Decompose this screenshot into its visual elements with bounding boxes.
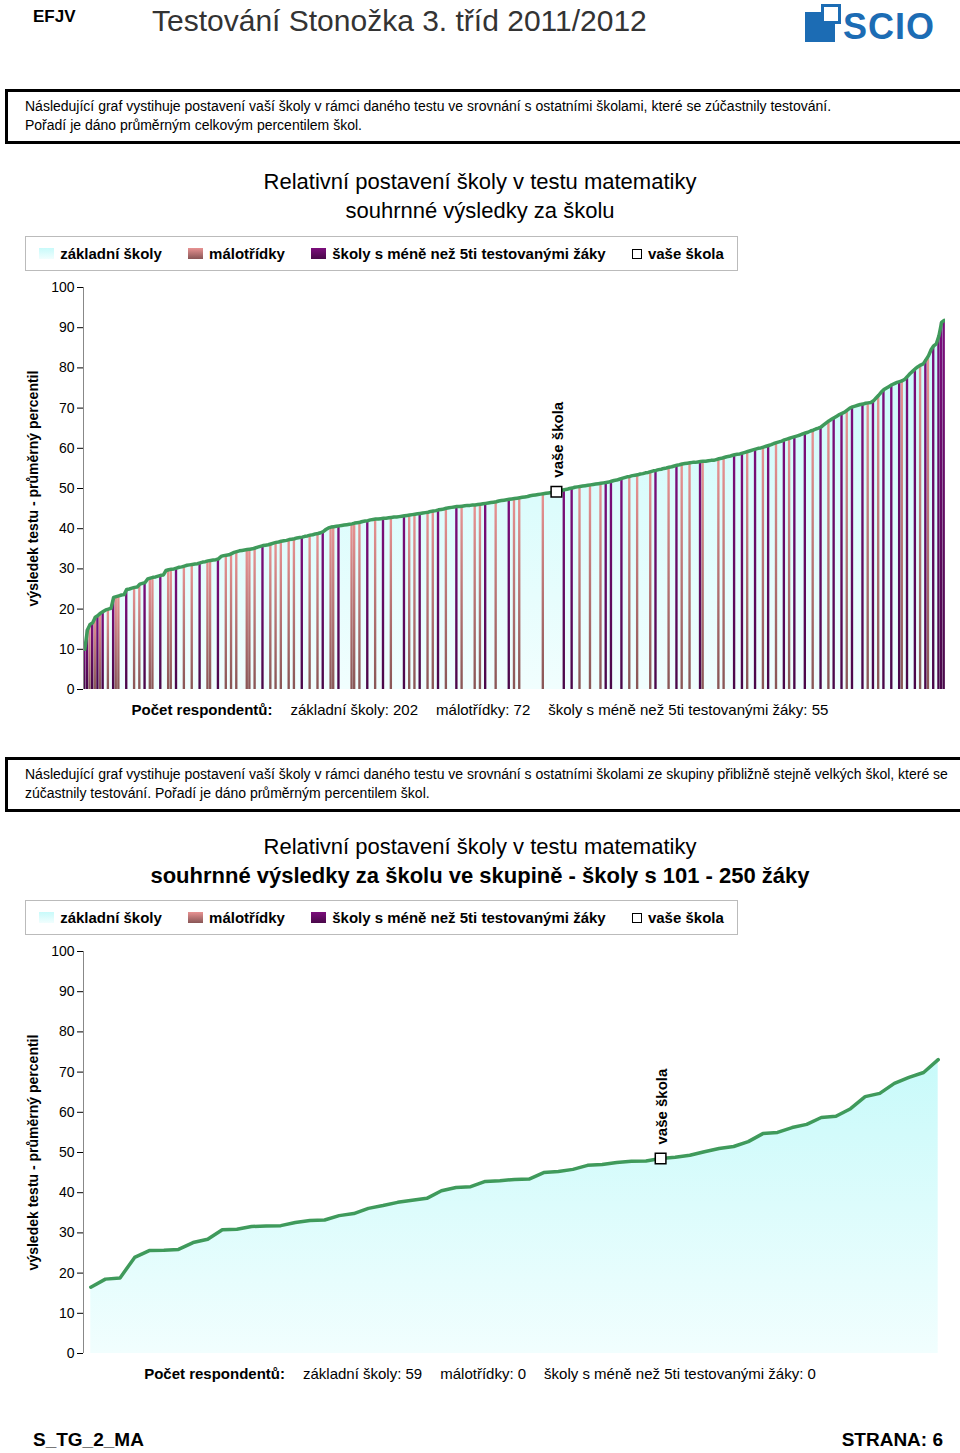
svg-text:40: 40 [59, 520, 75, 536]
html-text:EFJV: EFJV [33, 7, 76, 26]
html-text:školy s méně než 5ti testovaný: školy s méně než 5ti testovanými žáky: 5… [548, 701, 829, 718]
svg-text:30: 30 [59, 560, 75, 576]
html-text:základní školy: základní školy [60, 909, 162, 926]
svg-text:100: 100 [51, 279, 75, 295]
svg-text:30: 30 [59, 1224, 75, 1240]
html-text:S_TG_2_MA: S_TG_2_MA [33, 1429, 144, 1450]
svg-text:90: 90 [59, 319, 75, 335]
html-text:školy s méně než 5ti testovaný: školy s méně než 5ti testovanými žáky [332, 909, 606, 926]
svg-text:10: 10 [59, 641, 75, 657]
html-text:SCIO: SCIO [843, 6, 935, 47]
svg-text:80: 80 [59, 359, 75, 375]
html-text:základní školy: základní školy [60, 245, 162, 262]
svg-text:100: 100 [51, 943, 75, 959]
html-text:málotřídky: 72: málotřídky: 72 [436, 701, 531, 718]
svg-text:70: 70 [59, 400, 75, 416]
html-text:vaše škola: vaše škola [647, 909, 724, 926]
html-text:zúčastnily testování. Pořadí j: zúčastnily testování. Pořadí je dáno prů… [25, 785, 430, 801]
svg-text:80: 80 [59, 1023, 75, 1039]
html-text:Následující graf vystihuje pos: Následující graf vystihuje postavení vaš… [25, 766, 948, 782]
html-text:základní školy: 202: základní školy: 202 [290, 701, 418, 718]
svg-text:výsledek testu - průměrný perc: výsledek testu - průměrný percentil [25, 371, 41, 607]
html-text:Následující graf vystihuje pos: Následující graf vystihuje postavení vaš… [25, 98, 832, 114]
html-text:základní školy: 59: základní školy: 59 [303, 1365, 423, 1382]
html-text:Pořadí je dáno průměrným celko: Pořadí je dáno průměrným celkovým percen… [25, 117, 362, 133]
svg-text:60: 60 [59, 440, 75, 456]
html-text:školy s méně než 5ti testovaný: školy s méně než 5ti testovanými žáky: 0 [544, 1365, 816, 1382]
svg-text:0: 0 [67, 681, 75, 697]
html-text:málotřídky: málotřídky [209, 245, 285, 262]
svg-text:10: 10 [59, 1305, 75, 1321]
svg-text:vaše škola: vaše škola [653, 1068, 670, 1145]
html-text:málotřídky: málotřídky [209, 909, 285, 926]
svg-text:70: 70 [59, 1064, 75, 1080]
html-text:školy s méně než 5ti testovaný: školy s méně než 5ti testovanými žáky [332, 245, 606, 262]
html-text:Počet respondentů:: Počet respondentů: [144, 1365, 285, 1382]
html-text:vaše škola: vaše škola [647, 245, 724, 262]
svg-text:výsledek testu - průměrný perc: výsledek testu - průměrný percentil [25, 1035, 41, 1271]
html-text:Počet respondentů:: Počet respondentů: [131, 701, 273, 718]
svg-text:50: 50 [59, 480, 75, 496]
svg-text:0: 0 [67, 1345, 75, 1361]
svg-text:40: 40 [59, 1184, 75, 1200]
svg-text:90: 90 [59, 983, 75, 999]
svg-text:20: 20 [59, 601, 75, 617]
svg-text:60: 60 [59, 1104, 75, 1120]
html-text:Relativní postavení školy v te: Relativní postavení školy v testu matema… [263, 834, 697, 859]
html-text:souhrnné výsledky za školu ve: souhrnné výsledky za školu ve skupině - … [150, 863, 810, 888]
html-text:Testování Stonožka 3. tříd 201: Testování Stonožka 3. tříd 2011/2012 [152, 4, 647, 37]
svg-text:20: 20 [59, 1265, 75, 1281]
html-text:Relativní postavení školy v te: Relativní postavení školy v testu matema… [263, 169, 697, 194]
html-text:souhrnné výsledky za školu: souhrnné výsledky za školu [345, 198, 615, 223]
html-text:málotřídky: 0: málotřídky: 0 [440, 1365, 527, 1382]
svg-text:50: 50 [59, 1144, 75, 1160]
html-text:STRANA: 6: STRANA: 6 [841, 1429, 943, 1450]
svg-text:vaše škola: vaše škola [549, 401, 566, 478]
